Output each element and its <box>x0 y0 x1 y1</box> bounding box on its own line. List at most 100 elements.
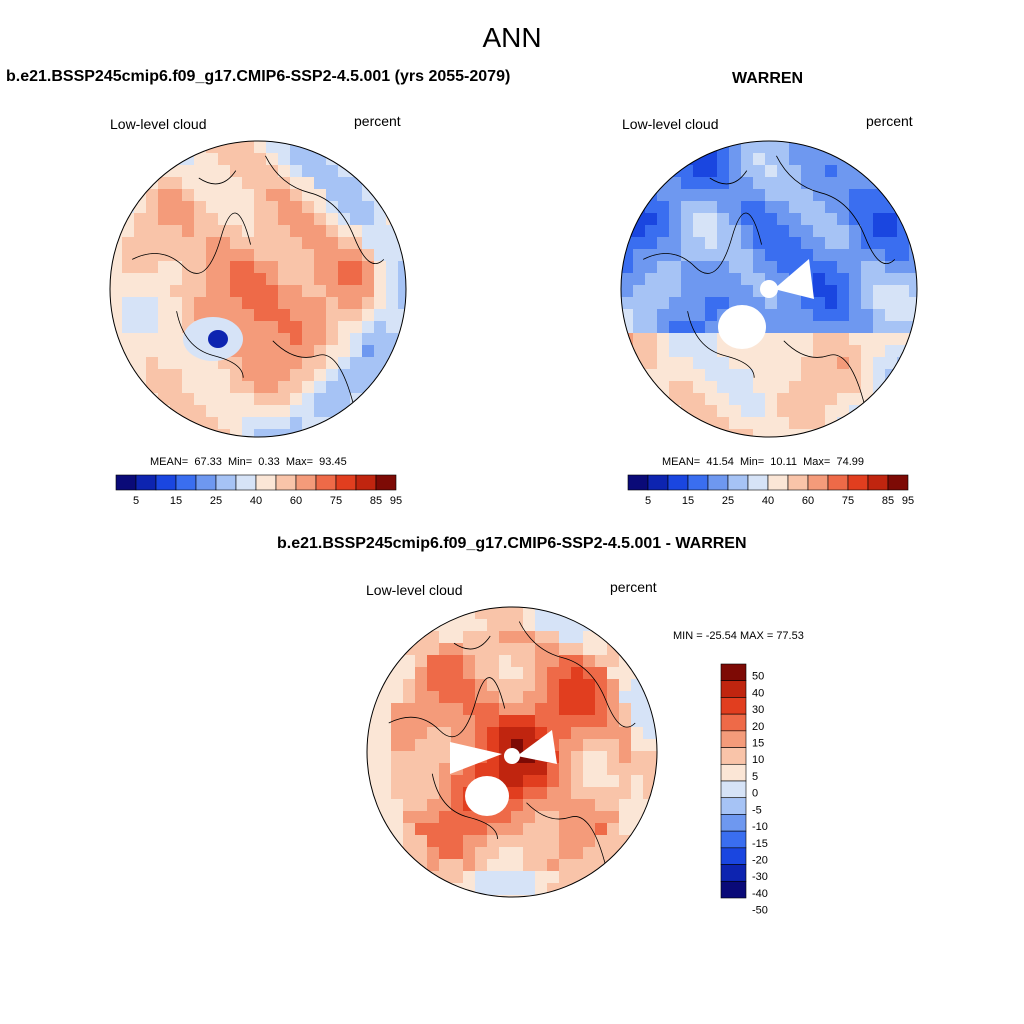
map1-cell <box>314 285 327 298</box>
map1-cell <box>206 213 219 226</box>
map2-cell <box>729 273 742 286</box>
map1-cell <box>338 249 351 262</box>
map1-cell <box>134 369 147 382</box>
map1-cell <box>230 285 243 298</box>
map3-cell <box>523 775 536 788</box>
map3-cell <box>583 703 596 716</box>
map3-cell <box>463 631 476 644</box>
map2-cell <box>885 333 898 346</box>
map2-cell <box>753 405 766 418</box>
map2-cell <box>621 297 634 310</box>
map3-cell <box>547 799 560 812</box>
map3-cell <box>475 883 488 896</box>
map1-cell <box>278 381 291 394</box>
map3-cell <box>475 763 488 776</box>
map2-cell <box>657 273 670 286</box>
map3-cell <box>403 811 416 824</box>
map2-cell <box>681 297 694 310</box>
map2-cell <box>897 261 910 274</box>
map3-cell <box>571 751 584 764</box>
map1-coastline <box>272 340 385 437</box>
map3-cell <box>607 751 620 764</box>
map1-cell <box>218 261 231 274</box>
map3-cell <box>439 715 452 728</box>
map2-cell <box>849 225 862 238</box>
map1-cell <box>362 333 375 346</box>
map2-cell <box>681 249 694 262</box>
map1-cell <box>182 189 195 202</box>
map2-cell <box>765 309 778 322</box>
map1-cell <box>350 165 363 178</box>
map3-cell <box>463 859 476 872</box>
colorbar-swatch <box>847 474 869 491</box>
map2-cell <box>705 189 718 202</box>
map1-cell <box>290 165 303 178</box>
map2-cell <box>777 237 790 250</box>
map1-cell <box>218 237 231 250</box>
map1-coastline <box>265 155 385 264</box>
map1-cell <box>182 213 195 226</box>
map3-cell <box>391 739 404 752</box>
map1-cell <box>206 225 219 238</box>
map1-cell <box>170 381 183 394</box>
map3-cell <box>619 751 632 764</box>
colorbar-tick-label: 60 <box>290 495 302 507</box>
map1-cell <box>326 213 339 226</box>
map2-cell <box>873 321 886 334</box>
map2-cell <box>897 237 910 250</box>
map2-cell <box>765 213 778 226</box>
colorbar-tick-label: 40 <box>250 495 262 507</box>
colorbar-tick-label: 95 <box>390 495 402 507</box>
map2-cell <box>741 405 754 418</box>
map1-cell <box>194 405 207 418</box>
map2-cell <box>729 405 742 418</box>
map1-cell <box>326 297 339 310</box>
map1-cell <box>122 273 135 286</box>
map1-cell <box>290 285 303 298</box>
map2-cell <box>645 285 658 298</box>
map3-cell <box>595 847 608 860</box>
map2-cell <box>693 213 706 226</box>
map2-cell <box>753 141 766 154</box>
map3-cell <box>511 619 524 632</box>
map2-cell <box>669 225 682 238</box>
map2-cell <box>657 225 670 238</box>
map3-cell <box>619 739 632 752</box>
map3-cell <box>451 667 464 680</box>
map2-cell <box>837 321 850 334</box>
map2-group <box>620 140 918 438</box>
map1-cell <box>134 309 147 322</box>
map1-cell <box>206 381 219 394</box>
map3-cell <box>619 679 632 692</box>
map1-cell <box>194 261 207 274</box>
colorbar-tick-label: 15 <box>170 495 182 507</box>
map3-cell <box>571 739 584 752</box>
map1-cell <box>146 285 159 298</box>
map1-cell <box>314 333 327 346</box>
map1-cell <box>122 285 135 298</box>
map3-cell <box>487 679 500 692</box>
map1-cell <box>302 357 315 370</box>
map3-cell <box>595 763 608 776</box>
map3-cell <box>415 727 428 740</box>
map1-cell <box>158 213 171 226</box>
map1-cell <box>302 417 315 430</box>
map3-cell <box>619 727 632 740</box>
map1-cell <box>314 189 327 202</box>
map2-cell <box>837 285 850 298</box>
map2-cell <box>633 213 646 226</box>
map2-cell <box>801 393 814 406</box>
map3-cell <box>379 787 392 800</box>
map2-cell <box>621 345 634 358</box>
map1-cell <box>170 189 183 202</box>
colorbar-swatch <box>195 474 217 491</box>
map1-cell <box>338 333 351 346</box>
map2-cell <box>801 321 814 334</box>
map1-cell <box>314 297 327 310</box>
colorbar-tick-label: 85 <box>882 495 894 507</box>
map1-cell <box>338 201 351 214</box>
map3-cell <box>595 823 608 836</box>
map1-cell <box>338 309 351 322</box>
map1-cell <box>254 153 267 166</box>
map2-cell <box>825 213 838 226</box>
